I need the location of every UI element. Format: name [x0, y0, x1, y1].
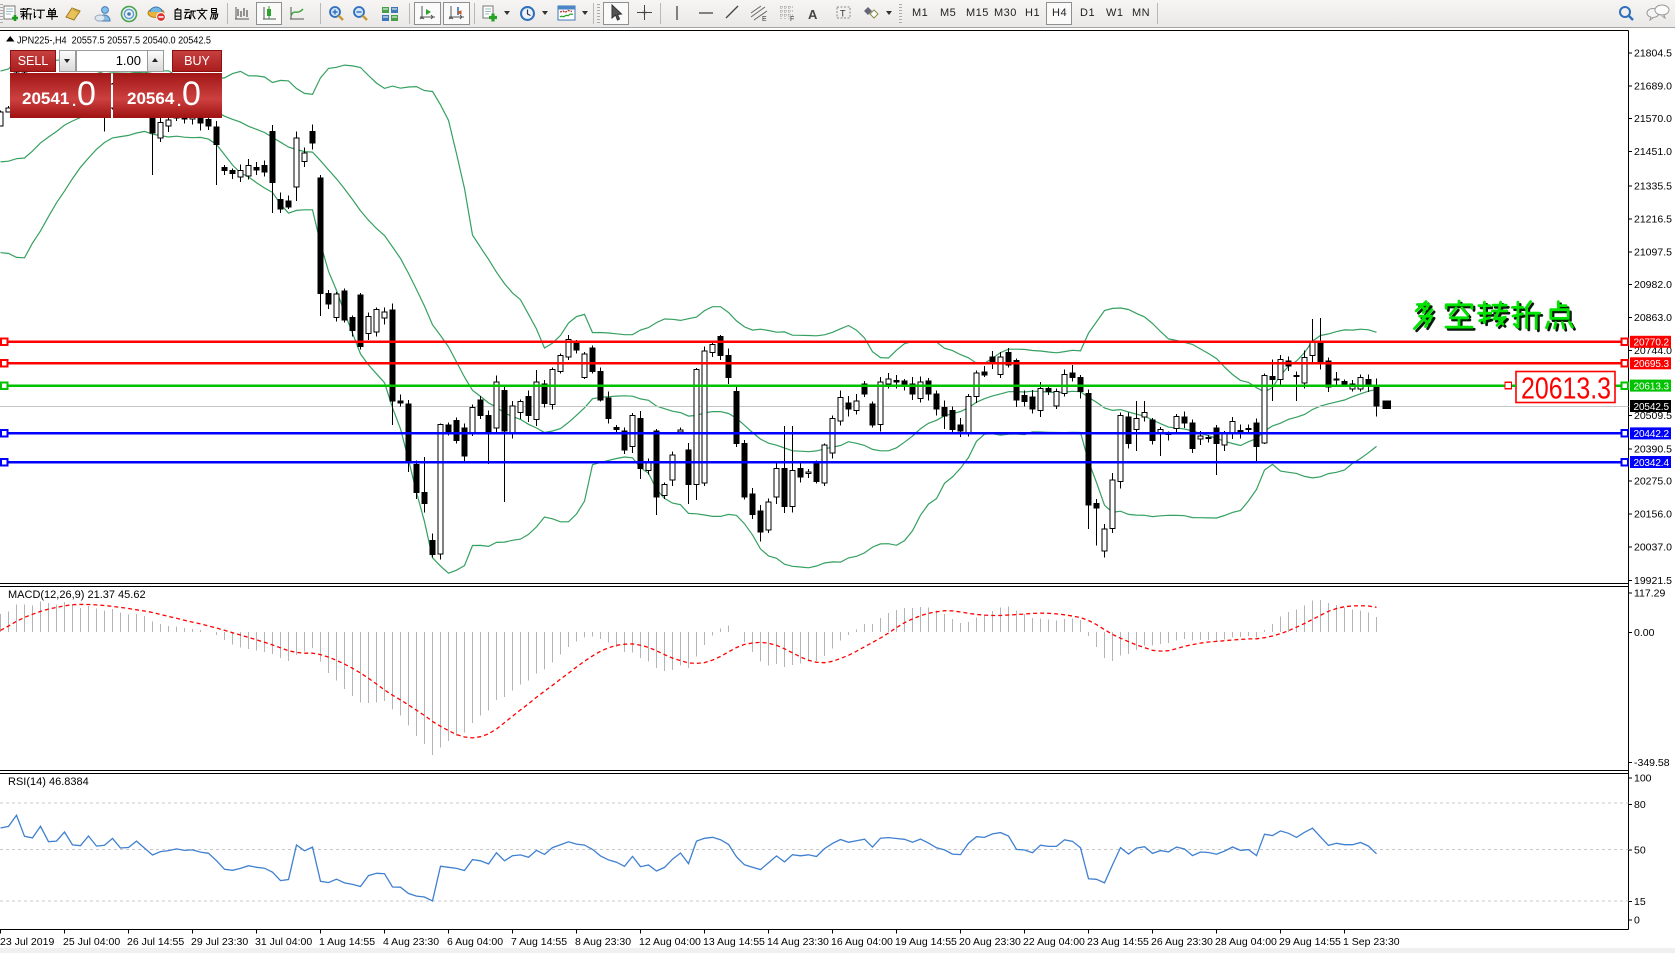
- svg-text:12 Aug 04:00: 12 Aug 04:00: [639, 936, 701, 948]
- svg-text:19 Aug 14:55: 19 Aug 14:55: [895, 936, 957, 948]
- svg-text:0.00: 0.00: [1634, 627, 1655, 639]
- svg-text:20156.0: 20156.0: [1634, 509, 1672, 521]
- svg-text:21451.0: 21451.0: [1634, 146, 1672, 158]
- svg-text:T: T: [840, 9, 846, 19]
- svg-text:-349.58: -349.58: [1634, 757, 1670, 769]
- svg-text:80: 80: [1634, 799, 1646, 811]
- svg-text:20442.2: 20442.2: [1634, 429, 1670, 440]
- svg-text:20342.4: 20342.4: [1634, 458, 1670, 469]
- svg-text:13 Aug 14:55: 13 Aug 14:55: [703, 936, 765, 948]
- svg-text:20613.3: 20613.3: [1521, 371, 1611, 406]
- svg-text:E: E: [762, 16, 767, 22]
- svg-text:1 Sep 23:30: 1 Sep 23:30: [1343, 936, 1400, 948]
- svg-text:21689.0: 21689.0: [1634, 80, 1672, 92]
- svg-text:100: 100: [1634, 772, 1652, 784]
- svg-text:16 Aug 04:00: 16 Aug 04:00: [831, 936, 893, 948]
- svg-text:28 Aug 04:00: 28 Aug 04:00: [1215, 936, 1277, 948]
- svg-text:20613.3: 20613.3: [1634, 381, 1670, 392]
- svg-text:26 Jul 14:55: 26 Jul 14:55: [127, 936, 184, 948]
- svg-text:25 Jul 04:00: 25 Jul 04:00: [63, 936, 120, 948]
- svg-text:21804.5: 21804.5: [1634, 48, 1672, 60]
- svg-text:20744.0: 20744.0: [1634, 345, 1672, 357]
- svg-text:29 Aug 14:55: 29 Aug 14:55: [1279, 936, 1341, 948]
- svg-text:26 Aug 23:30: 26 Aug 23:30: [1151, 936, 1213, 948]
- svg-text:14 Aug 23:30: 14 Aug 23:30: [767, 936, 829, 948]
- svg-text:50: 50: [1634, 844, 1646, 856]
- svg-text:31 Jul 04:00: 31 Jul 04:00: [255, 936, 312, 948]
- svg-text:4 Aug 23:30: 4 Aug 23:30: [383, 936, 439, 948]
- svg-text:29 Jul 23:30: 29 Jul 23:30: [191, 936, 248, 948]
- svg-text:23 Aug 14:55: 23 Aug 14:55: [1087, 936, 1149, 948]
- svg-text:6 Aug 04:00: 6 Aug 04:00: [447, 936, 503, 948]
- svg-text:21570.0: 21570.0: [1634, 113, 1672, 125]
- svg-text:20542.5: 20542.5: [1634, 402, 1670, 413]
- svg-text:20863.0: 20863.0: [1634, 312, 1672, 324]
- svg-text:20 Aug 23:30: 20 Aug 23:30: [959, 936, 1021, 948]
- svg-text:1 Aug 14:55: 1 Aug 14:55: [319, 936, 375, 948]
- svg-text:7 Aug 14:55: 7 Aug 14:55: [511, 936, 567, 948]
- svg-text:20982.0: 20982.0: [1634, 279, 1672, 291]
- svg-text:20695.3: 20695.3: [1634, 359, 1670, 370]
- svg-text:MACD(12,26,9) 21.37 45.62: MACD(12,26,9) 21.37 45.62: [8, 589, 146, 601]
- svg-text:15: 15: [1634, 896, 1646, 908]
- svg-text:20390.5: 20390.5: [1634, 443, 1672, 455]
- svg-text:JPN225-,H4 20557.5 20557.5 20: JPN225-,H4 20557.5 20557.5 20540.0 20542…: [17, 36, 211, 47]
- svg-text:21335.5: 21335.5: [1634, 181, 1672, 193]
- svg-text:20037.0: 20037.0: [1634, 542, 1672, 554]
- svg-text:20770.2: 20770.2: [1634, 338, 1670, 349]
- svg-text:F: F: [790, 16, 794, 22]
- svg-text:23 Jul 2019: 23 Jul 2019: [0, 936, 54, 948]
- svg-text:RSI(14) 46.8384: RSI(14) 46.8384: [8, 776, 89, 788]
- svg-text:117.29: 117.29: [1634, 587, 1665, 599]
- svg-text:0: 0: [1634, 914, 1640, 926]
- svg-text:22 Aug 04:00: 22 Aug 04:00: [1023, 936, 1085, 948]
- svg-text:8 Aug 23:30: 8 Aug 23:30: [575, 936, 631, 948]
- svg-text:21216.5: 21216.5: [1634, 214, 1672, 226]
- svg-text:20275.0: 20275.0: [1634, 475, 1672, 487]
- svg-text:19921.5: 19921.5: [1634, 575, 1672, 587]
- svg-text:21097.5: 21097.5: [1634, 247, 1672, 259]
- svg-text:20509.5: 20509.5: [1634, 410, 1672, 422]
